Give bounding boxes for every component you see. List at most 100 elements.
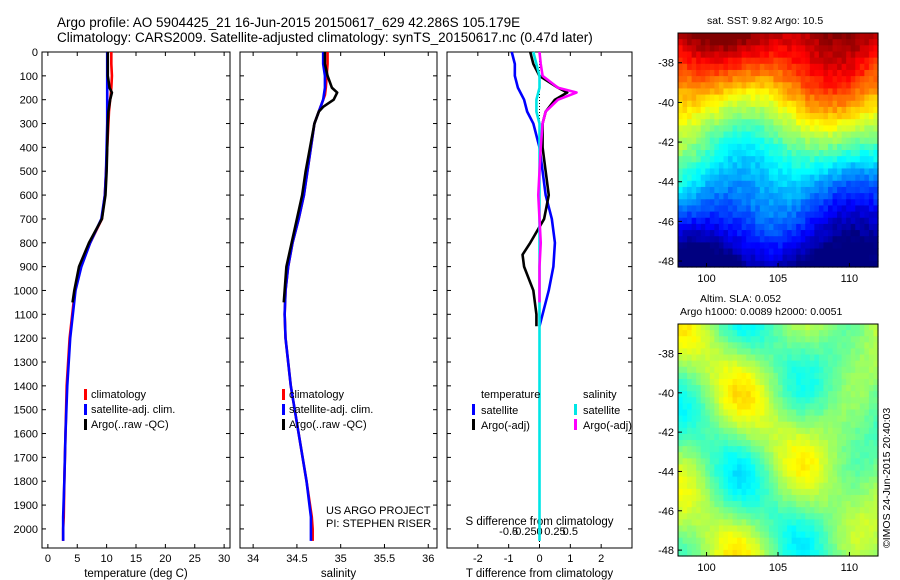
map-cell bbox=[859, 549, 865, 557]
map-cell bbox=[873, 131, 879, 139]
map-cell bbox=[682, 156, 688, 163]
map-cell bbox=[746, 330, 752, 337]
map-cell bbox=[868, 205, 875, 213]
map-cell bbox=[705, 433, 711, 441]
map-cell bbox=[759, 494, 765, 502]
map-cell bbox=[723, 217, 729, 225]
map-cell bbox=[682, 174, 688, 182]
map-cell bbox=[750, 137, 756, 145]
map-cell bbox=[764, 193, 770, 200]
map-cell bbox=[832, 125, 838, 133]
map-cell bbox=[823, 33, 829, 40]
map-cell bbox=[741, 543, 747, 551]
map-cell bbox=[832, 162, 838, 170]
map-cell bbox=[837, 507, 843, 514]
map-cell bbox=[873, 452, 879, 459]
map-cell bbox=[868, 452, 875, 459]
map-cell bbox=[732, 378, 738, 386]
map-cell bbox=[723, 519, 729, 527]
map-cell bbox=[755, 76, 761, 83]
map-cell bbox=[741, 397, 747, 404]
map-cell bbox=[714, 470, 720, 478]
map-cell bbox=[700, 39, 706, 46]
map-cell bbox=[723, 397, 729, 404]
map-cell bbox=[796, 391, 802, 398]
map-cell bbox=[718, 433, 725, 441]
map-cell bbox=[782, 482, 788, 490]
map-cell bbox=[846, 211, 852, 219]
map-cell bbox=[841, 69, 847, 77]
map-cell bbox=[841, 433, 847, 441]
map-cell bbox=[755, 217, 761, 225]
map-cell bbox=[723, 100, 729, 108]
map-cell bbox=[782, 76, 788, 83]
map-cell bbox=[818, 223, 825, 231]
map-cell bbox=[800, 57, 806, 65]
map-cell bbox=[705, 507, 711, 514]
map-cell bbox=[864, 242, 870, 250]
map-cell bbox=[764, 162, 770, 170]
map-cell bbox=[850, 217, 856, 225]
map-cell bbox=[773, 476, 779, 484]
map-cell bbox=[755, 125, 761, 133]
map-cell bbox=[846, 403, 852, 411]
map-cell bbox=[746, 230, 752, 237]
map-y-tick-label: -44 bbox=[658, 177, 674, 189]
map-cell bbox=[787, 51, 793, 59]
map-cell bbox=[732, 385, 738, 392]
map-cell bbox=[696, 336, 702, 343]
map-cell bbox=[718, 470, 725, 478]
map-cell bbox=[764, 397, 770, 404]
map-cell bbox=[682, 549, 688, 557]
map-cell bbox=[741, 324, 747, 331]
map-cell bbox=[800, 464, 806, 472]
map-cell bbox=[764, 211, 770, 219]
map-cell bbox=[737, 421, 743, 429]
map-cell bbox=[868, 440, 875, 447]
map-cell bbox=[682, 69, 688, 77]
map-cell bbox=[873, 488, 879, 496]
map-cell bbox=[746, 415, 752, 423]
map-cell bbox=[728, 342, 734, 350]
map-cell bbox=[768, 330, 775, 337]
map-cell bbox=[709, 342, 715, 350]
map-cell bbox=[709, 458, 715, 466]
map-cell bbox=[823, 162, 829, 170]
map-cell bbox=[678, 525, 684, 533]
map-cell bbox=[691, 397, 697, 404]
map-cell bbox=[764, 440, 770, 447]
map-cell bbox=[778, 88, 784, 96]
map-cell bbox=[800, 211, 806, 219]
map-cell bbox=[732, 137, 738, 145]
map-cell bbox=[741, 421, 747, 429]
map-cell bbox=[773, 501, 779, 508]
map-cell bbox=[823, 205, 829, 213]
map-cell bbox=[778, 217, 784, 225]
map-cell bbox=[691, 162, 697, 170]
map-cell bbox=[746, 69, 752, 77]
map-cell bbox=[700, 543, 706, 551]
map-cell bbox=[773, 372, 779, 380]
map-cell bbox=[805, 51, 811, 59]
map-cell bbox=[787, 76, 793, 83]
map-cell bbox=[691, 94, 697, 102]
map-cell bbox=[823, 69, 829, 77]
map-cell bbox=[700, 230, 706, 237]
map-cell bbox=[809, 476, 815, 484]
map-cell bbox=[691, 549, 697, 557]
map-cell bbox=[796, 174, 802, 182]
map-cell bbox=[678, 150, 684, 157]
map-cell bbox=[805, 180, 811, 188]
map-cell bbox=[864, 143, 870, 151]
map-cell bbox=[700, 69, 706, 77]
map-cell bbox=[864, 507, 870, 514]
map-cell bbox=[782, 378, 788, 386]
map-cell bbox=[796, 348, 802, 356]
map-cell bbox=[814, 76, 820, 83]
map-cell bbox=[791, 76, 797, 83]
map-cell bbox=[837, 458, 843, 466]
map-cell bbox=[682, 348, 688, 356]
map-cell bbox=[764, 186, 770, 194]
map-cell bbox=[723, 433, 729, 441]
map-x-tick-label: 110 bbox=[841, 562, 859, 574]
